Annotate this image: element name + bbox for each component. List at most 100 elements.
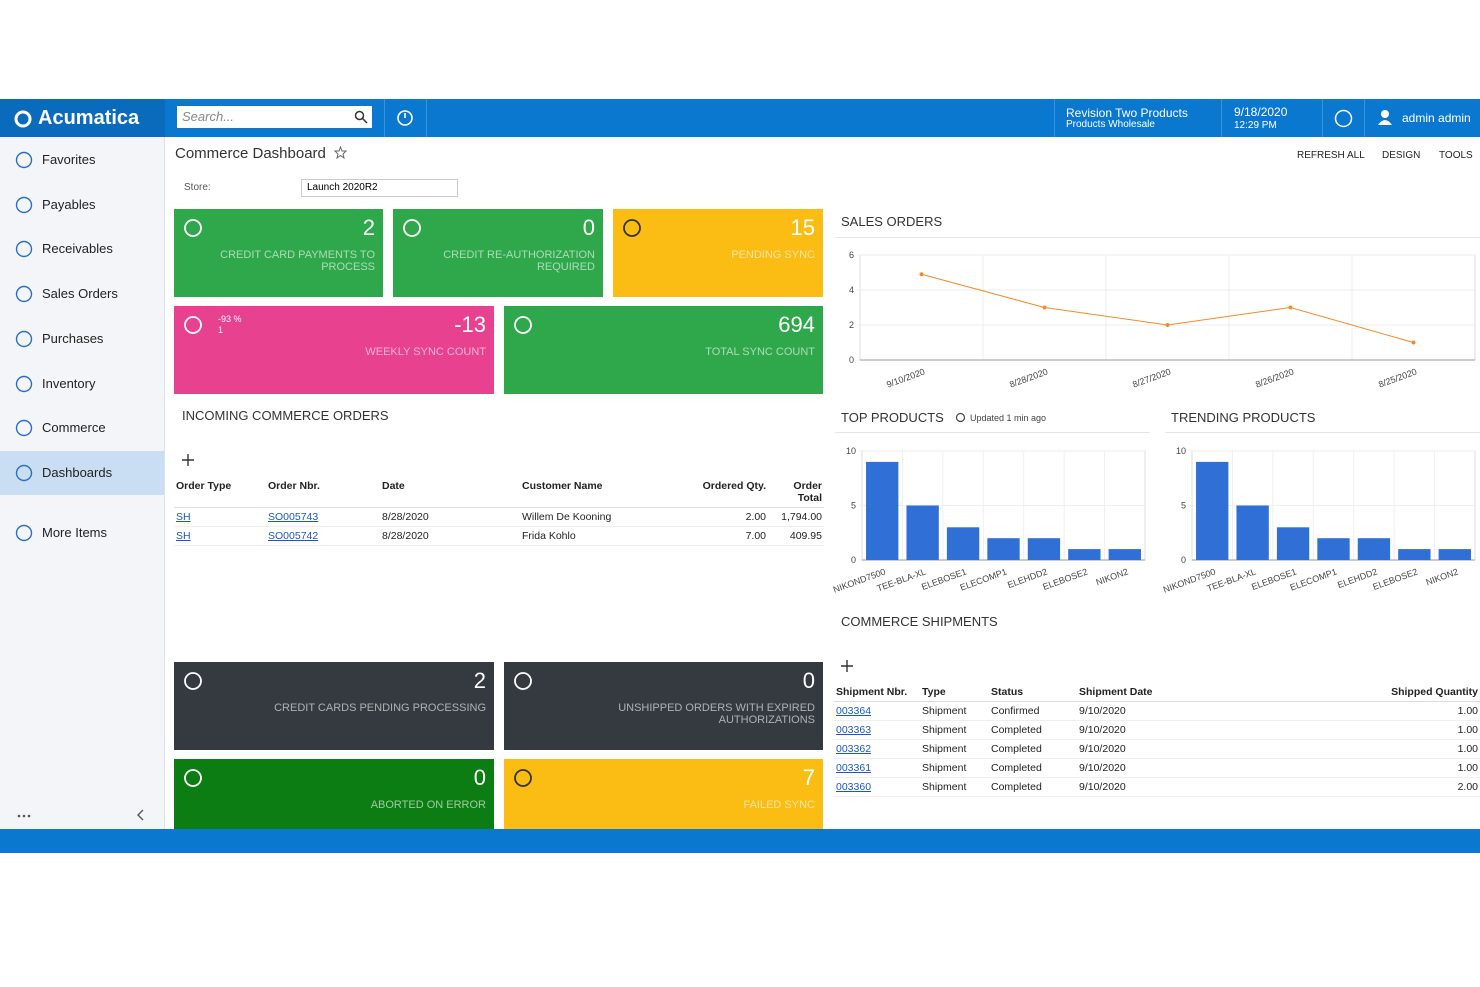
kpi-tile[interactable]: -13 WEEKLY SYNC COUNT -93 % 1 [174,306,494,394]
divider [1165,432,1480,433]
kpi-tile[interactable]: 0 CREDIT RE-AUTHORIZATION REQUIRED [393,209,603,297]
table-cell: 1.00 [1171,701,1480,721]
cell-text: 1.00 [1457,724,1478,736]
sales-orders-chart: 0 2 4 6 9/10/2020 8/28/2020 8/27/2020 8/26/2020… [849,250,1476,390]
toolbar-button[interactable]: REFRESH ALL [1297,150,1365,161]
bar [906,505,939,560]
plus-icon [841,660,853,672]
kpi-tile[interactable]: 15 PENDING SYNC [613,209,823,297]
toolbar-button[interactable]: TOOLS [1439,150,1473,161]
table-cell: SH [174,507,266,527]
nav-item[interactable]: Payables [0,183,164,227]
kpi-tile[interactable]: 2 CREDIT CARDS PENDING PROCESSING [174,662,494,750]
nav-item[interactable]: Inventory [0,362,164,406]
tile-delta-sub: 1 [218,325,224,335]
x-tick-label: NIKON2 [1095,566,1130,587]
tile-icon [623,219,641,237]
kpi-tile[interactable]: 0 UNSHIPPED ORDERS WITH EXPIRED AUTHORIZA… [504,662,823,750]
cell-link[interactable]: SH [176,530,191,542]
tile-label: CREDIT RE-AUTHORIZATION REQUIRED [443,249,595,273]
history-icon[interactable] [395,108,415,128]
cell-link[interactable]: 003362 [836,743,872,755]
nav-item[interactable]: Favorites [0,138,164,182]
user-name[interactable]: admin admin [1402,111,1471,125]
logo[interactable]: Acumatica [0,99,165,137]
company[interactable]: Revision Two Products [1066,106,1188,120]
cell-link[interactable]: 003363 [836,724,872,736]
nav-item[interactable]: More Items [0,511,164,555]
cell-text: Confirmed [991,705,1040,717]
search-box[interactable]: Search... [177,106,372,128]
divider [835,237,1480,238]
table-cell: 1.00 [1171,758,1480,778]
bar [1108,549,1141,560]
nav-item[interactable]: Purchases [0,317,164,361]
kpi-tile[interactable]: 694 TOTAL SYNC COUNT [504,306,823,394]
cell-text: 9/10/2020 [1079,781,1126,793]
table-cell: 003364 [834,701,920,721]
search-icon[interactable] [354,110,368,124]
y-tick-label: 0 [849,355,854,365]
store-selector[interactable]: Launch 2020R2 [301,179,458,197]
nav-item[interactable]: Receivables [0,227,164,271]
tile-label: UNSHIPPED ORDERS WITH EXPIRED AUTHORIZAT… [618,702,815,726]
add-button[interactable] [182,450,194,471]
kpi-tile[interactable]: 0 ABORTED ON ERROR [174,759,494,829]
bar [1398,549,1431,560]
sidebar: Favorites Payables Receivables Sales Orders… [0,137,165,829]
toolbar-button[interactable]: DESIGN [1382,150,1421,161]
cell-link[interactable]: SO005743 [268,511,319,523]
refresh-icon[interactable] [955,412,966,423]
nav-item[interactable]: Commerce [0,406,164,450]
nav-item[interactable]: Dashboards [0,450,164,495]
bar [1317,538,1350,560]
table-cell: 2.00 [674,507,768,527]
add-button[interactable] [841,659,853,677]
cell-link[interactable]: 003361 [836,762,872,774]
nav-icon [15,196,33,213]
x-tick-label: ELEBOSE2 [1041,566,1089,591]
cell-link[interactable]: 003364 [836,705,872,717]
cell-link[interactable]: SO005742 [268,530,319,542]
tile-icon [514,769,532,787]
point [1165,323,1170,327]
help-icon[interactable] [1334,109,1353,128]
table-cell: 8/28/2020 [380,507,520,527]
tile-value: -13 [454,312,486,337]
bar [1068,549,1101,560]
table-cell: Completed [989,758,1077,778]
kpi-tile[interactable]: 2 CREDIT CARD PAYMENTS TO PROCESS [174,209,383,297]
dot [22,814,26,818]
cell-text: 409.95 [789,530,822,542]
separator [1322,99,1323,137]
collapse-button[interactable] [136,809,146,821]
favorite-star[interactable] [334,146,347,159]
cell-link[interactable]: SH [176,511,191,523]
column-header: Order Total [768,477,824,508]
nav-icon [15,524,33,542]
column-header: Date [380,477,520,508]
icon-shape [623,219,641,237]
separator [1364,99,1365,137]
column-header: Ordered Qty. [674,477,768,508]
table-cell: 7.00 [674,526,768,546]
table-cell: Confirmed [989,701,1077,721]
cell-link[interactable]: 003360 [836,781,872,793]
sidebar-more [17,814,31,818]
logo-icon [14,110,32,128]
nav-label: More Items [42,525,108,540]
column-header: Customer Name [520,477,674,508]
nav-item[interactable]: Sales Orders [0,272,164,316]
column-header: Shipment Date [1077,683,1171,702]
bar [987,538,1020,560]
x-tick-label: 8/27/2020 [1131,366,1172,389]
table-cell: Shipment [920,777,989,797]
kpi-tile[interactable]: 7 FAILED SYNC [504,759,823,829]
icon-shape [15,464,33,482]
y-tick-label: 0 [851,555,856,565]
icon-shape [184,672,202,690]
x-tick-label: ELEBOSE2 [1371,566,1419,591]
y-tick-label: 2 [849,320,854,330]
date[interactable]: 9/18/2020 [1234,105,1288,119]
